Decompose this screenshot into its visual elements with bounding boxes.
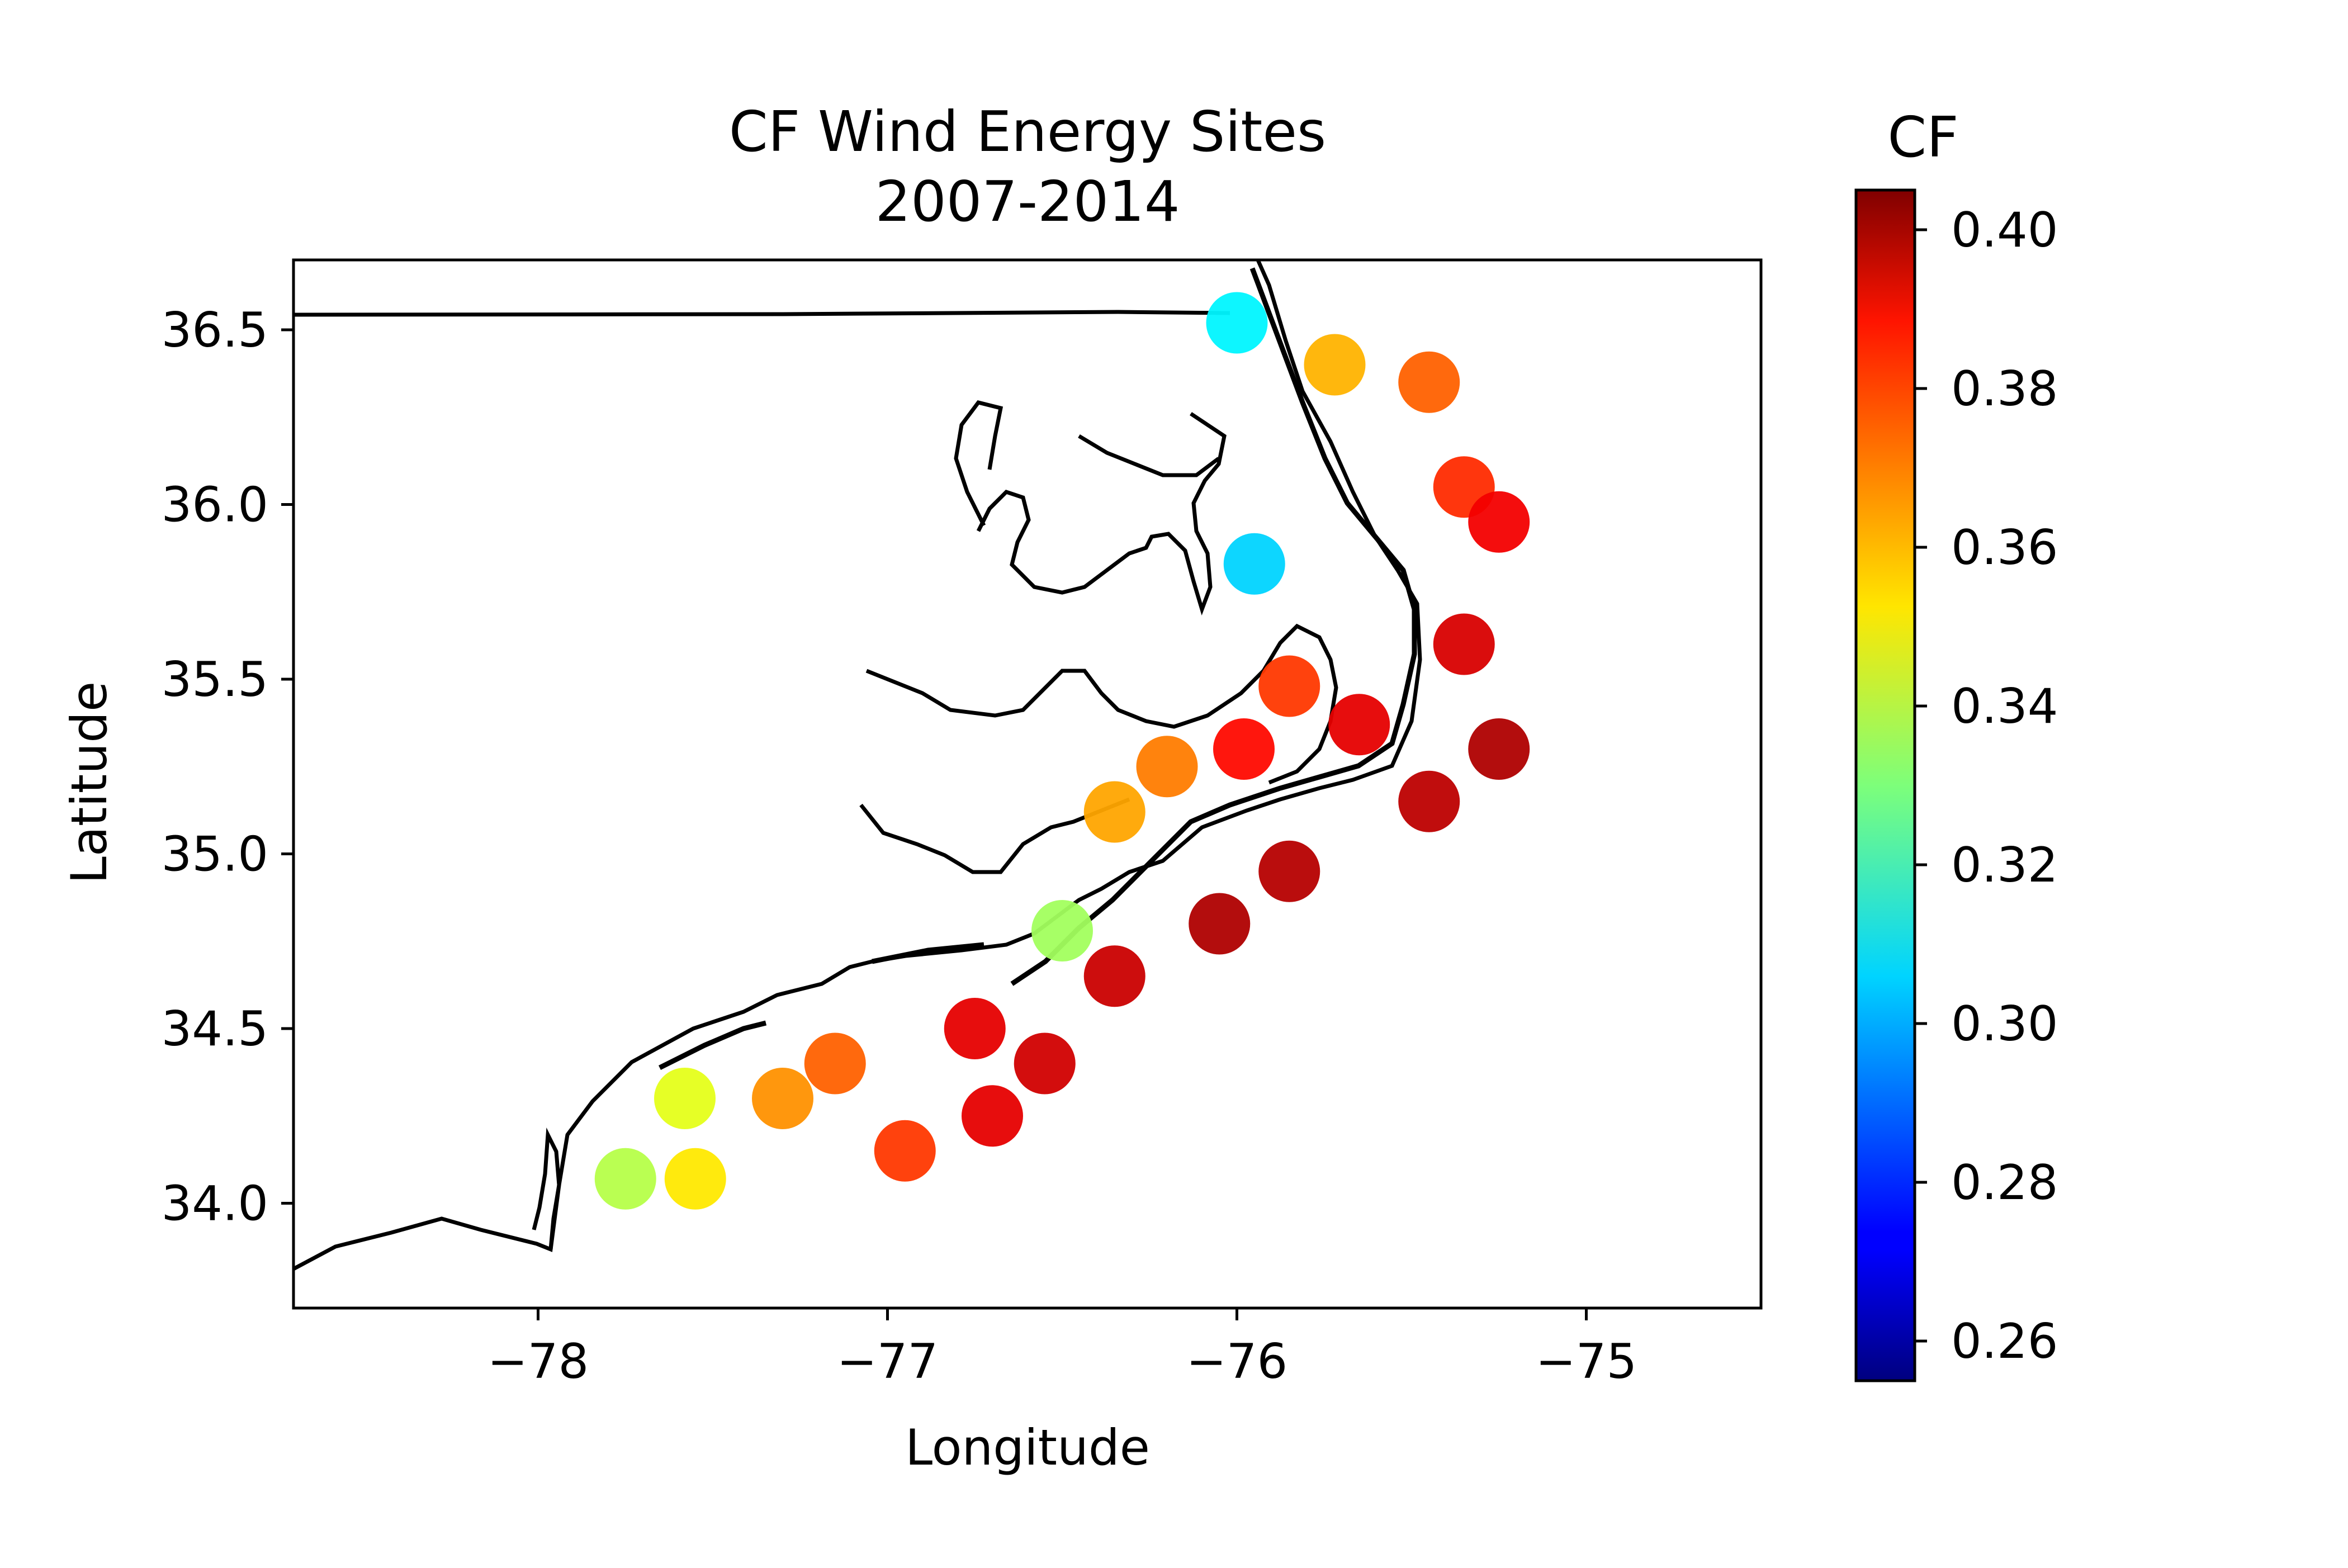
wind-site-point: [1189, 893, 1251, 955]
wind-site-point: [1083, 781, 1145, 843]
wind-site-point: [1136, 736, 1198, 798]
y-tick-label: 36.0: [162, 477, 268, 533]
y-tick-label: 36.5: [162, 302, 268, 358]
x-tick-label: −77: [837, 1334, 939, 1390]
x-tick-label: −75: [1536, 1334, 1637, 1390]
wind-site-point: [1258, 655, 1320, 717]
coastline-map: [294, 260, 1422, 1271]
colorbar-tick-label: 0.34: [1951, 679, 2058, 735]
colorbar-tick-label: 0.32: [1951, 837, 2058, 893]
wind-site-point: [944, 998, 1006, 1059]
wind-site-point: [962, 1085, 1023, 1147]
x-tick-label: −76: [1186, 1334, 1288, 1390]
wind-site-point: [752, 1068, 813, 1129]
y-tick-label: 35.0: [162, 827, 268, 883]
state-border-line: [294, 310, 1230, 317]
wind-site-point: [664, 1148, 726, 1210]
wind-site-point: [1398, 351, 1460, 413]
wind-site-point: [1433, 613, 1495, 675]
colorbar-tick-label: 0.38: [1951, 361, 2058, 417]
colorbar-tick-label: 0.40: [1951, 202, 2058, 258]
coastline-neuse: [859, 797, 1130, 874]
wind-site-point: [1213, 718, 1275, 780]
wind-site-point: [1014, 1032, 1076, 1095]
wind-site-point: [804, 1032, 866, 1095]
colorbar: CF 0.26 0.28 0.30 0.32 0.34 0.36 0.38 0.40: [1854, 105, 2058, 1382]
y-tick-label: 34.5: [162, 1001, 268, 1057]
barrier-island-outer: [1010, 267, 1417, 986]
colorbar-tick-label: 0.26: [1951, 1314, 2058, 1370]
wind-site-point: [1468, 718, 1530, 780]
colorbar-tick-label: 0.36: [1951, 520, 2058, 576]
colorbar-gradient: [1854, 188, 1916, 1382]
x-axis-ticks: −78 −77 −76 −75: [487, 1308, 1637, 1390]
wind-site-point: [1031, 900, 1093, 961]
wind-site-point: [1258, 840, 1320, 902]
x-axis-label: Longitude: [905, 1419, 1150, 1476]
y-tick-label: 35.5: [162, 652, 268, 708]
wind-site-point: [594, 1148, 656, 1210]
plot-background: [294, 260, 1761, 1308]
site-points-layer: [594, 292, 1530, 1210]
wind-site-point: [1398, 770, 1460, 832]
wind-site-point: [874, 1120, 936, 1182]
colorbar-title: CF: [1887, 105, 1958, 170]
y-tick-label: 34.0: [162, 1176, 268, 1232]
barrier-island-southern: [658, 942, 984, 1070]
x-tick-label: −78: [487, 1334, 589, 1390]
y-axis-label: Latitude: [60, 681, 118, 884]
coastline-cape-fear: [532, 1128, 561, 1250]
coastline-albemarle: [954, 400, 1220, 527]
wind-site-point: [1304, 334, 1366, 396]
wind-site-point: [1328, 694, 1390, 756]
coastline-sounds: [976, 412, 1227, 615]
colorbar-ticks: 0.26 0.28 0.30 0.32 0.34 0.36 0.38 0.40: [1915, 202, 2058, 1370]
wind-site-point: [1083, 945, 1145, 1007]
chart-subtitle: 2007-2014: [875, 169, 1180, 234]
wind-site-point: [1468, 491, 1530, 553]
plot-area: [292, 258, 1763, 1310]
plot-frame: [292, 258, 1763, 1310]
colorbar-tick-label: 0.28: [1951, 1155, 2058, 1211]
y-axis-ticks: 34.0 34.5 35.0 35.5 36.0 36.5: [162, 302, 294, 1232]
wind-site-point: [1206, 292, 1268, 354]
wind-site-point: [654, 1068, 716, 1129]
colorbar-tick-label: 0.30: [1951, 996, 2058, 1052]
wind-site-point: [1223, 533, 1285, 595]
coastline-pamlico: [865, 623, 1338, 785]
chart-title: CF Wind Energy Sites: [729, 99, 1326, 164]
